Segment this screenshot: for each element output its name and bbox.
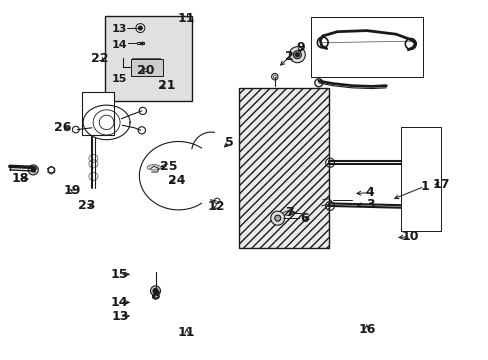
Text: 14: 14 (111, 296, 128, 309)
Text: 5: 5 (225, 136, 234, 149)
Text: 11: 11 (178, 327, 195, 339)
Text: 21: 21 (158, 79, 176, 92)
Circle shape (270, 211, 284, 225)
Bar (238, 88, 328, 248)
Text: 3: 3 (365, 198, 374, 211)
Text: 12: 12 (207, 201, 224, 213)
Text: 13: 13 (111, 24, 126, 35)
Text: 11: 11 (178, 12, 195, 24)
Bar (82, 92, 114, 135)
Text: 19: 19 (63, 184, 81, 197)
Circle shape (31, 168, 35, 172)
Bar (131, 59, 163, 76)
Circle shape (289, 47, 305, 63)
Text: 10: 10 (401, 230, 419, 243)
Text: 9: 9 (295, 41, 304, 54)
Circle shape (293, 51, 301, 59)
Text: 13: 13 (111, 310, 128, 323)
Text: 16: 16 (357, 323, 375, 336)
Circle shape (138, 26, 142, 30)
Bar (105, 16, 192, 101)
Text: 26: 26 (54, 121, 71, 134)
Text: 23: 23 (78, 199, 96, 212)
Circle shape (295, 53, 299, 57)
Text: 7: 7 (285, 206, 293, 219)
Circle shape (153, 288, 158, 293)
Text: 24: 24 (168, 174, 185, 187)
Circle shape (150, 286, 160, 296)
Text: 14: 14 (111, 40, 127, 50)
Text: 18: 18 (12, 172, 29, 185)
Text: 1: 1 (419, 180, 428, 193)
Text: 22: 22 (91, 52, 109, 65)
Text: 6: 6 (299, 212, 308, 225)
Circle shape (28, 165, 38, 175)
Text: 2: 2 (285, 50, 293, 63)
Text: 17: 17 (431, 178, 449, 191)
Text: 20: 20 (137, 64, 154, 77)
Bar (400, 127, 440, 231)
Text: 4: 4 (365, 186, 374, 199)
Text: 25: 25 (160, 160, 177, 173)
Text: 8: 8 (151, 289, 160, 302)
Bar (310, 17, 422, 77)
Text: 15: 15 (111, 268, 128, 281)
Text: 15: 15 (111, 74, 126, 84)
Circle shape (274, 215, 280, 221)
